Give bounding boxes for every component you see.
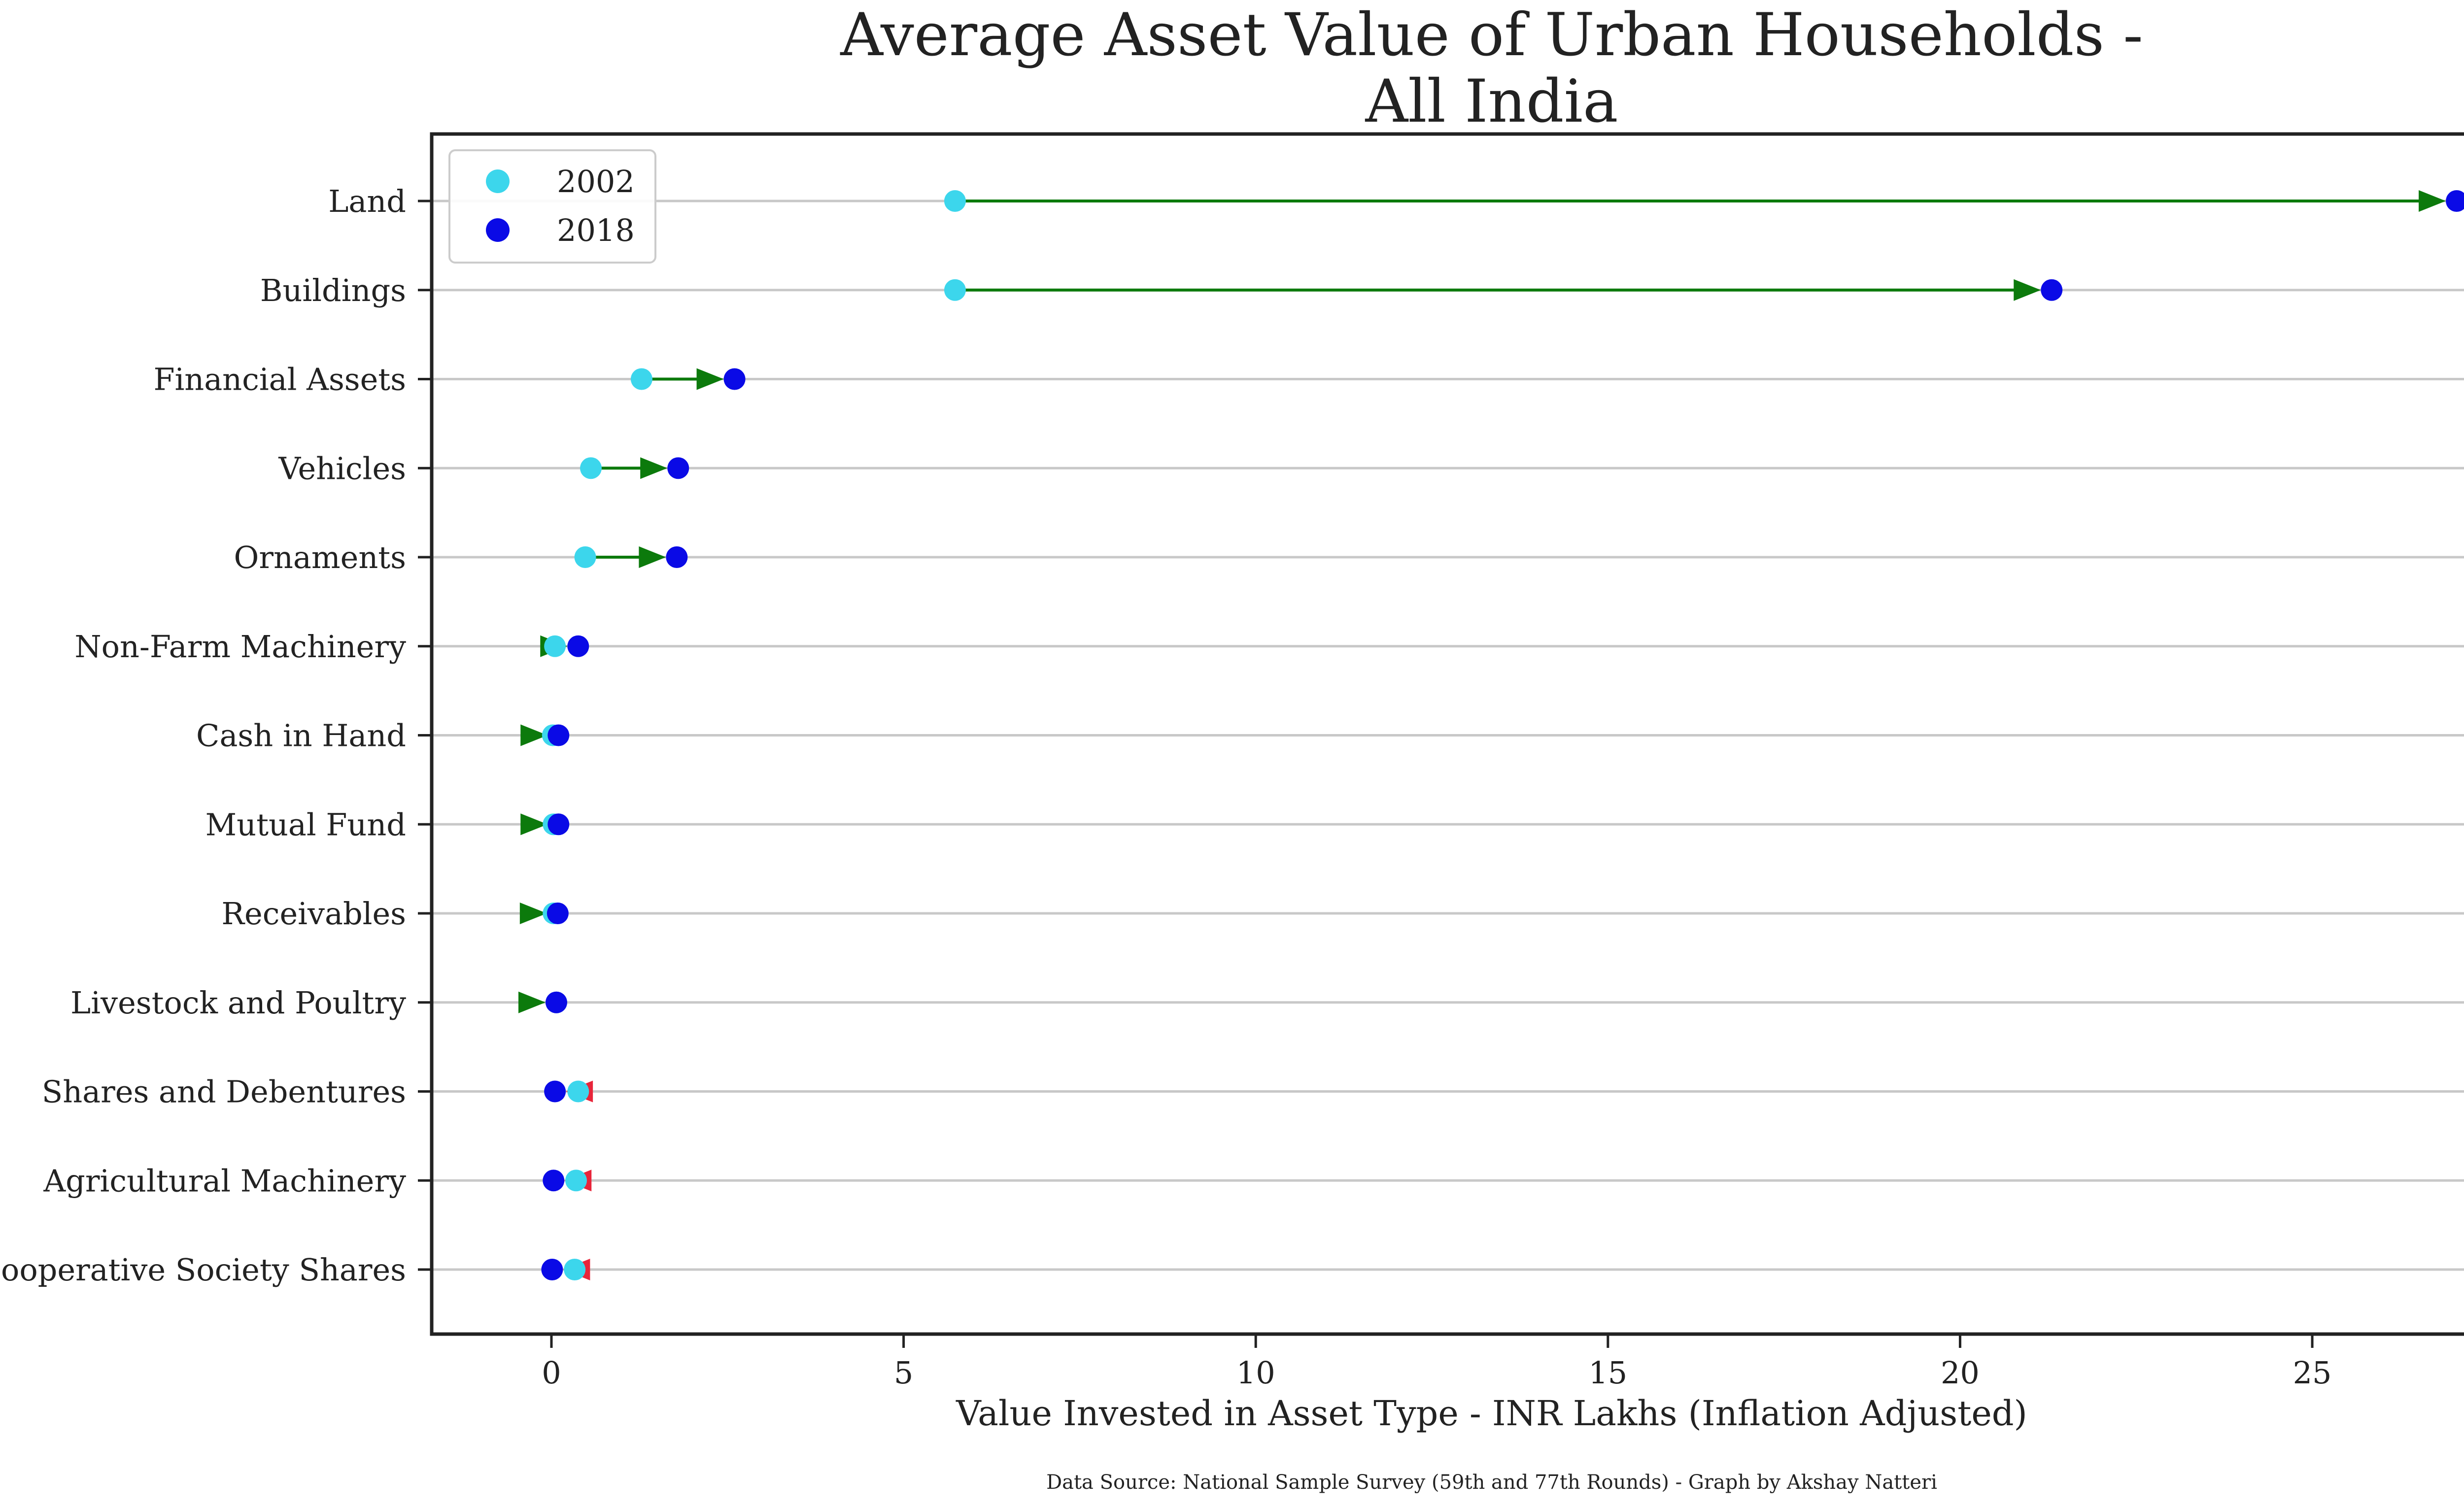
point-2018-land xyxy=(2446,190,2464,212)
x-tick-label-20: 20 xyxy=(1941,1355,1980,1391)
change-arrow-land xyxy=(2419,190,2446,212)
y-tick-label-land: Land xyxy=(328,183,406,219)
point-2018-non-farm-machinery xyxy=(567,635,589,657)
y-tick-label-cash-in-hand: Cash in Hand xyxy=(196,718,406,754)
change-arrow-ornaments xyxy=(639,546,666,568)
point-2018-agricultural-machinery xyxy=(543,1170,565,1192)
point-2018-livestock-and-poultry xyxy=(545,991,567,1013)
x-tick-label-10: 10 xyxy=(1236,1355,1275,1391)
change-arrow-livestock-and-poultry xyxy=(518,991,546,1013)
y-tick-label-financial-assets: Financial Assets xyxy=(153,362,406,398)
y-tick-label-vehicles: Vehicles xyxy=(278,450,406,486)
change-arrow-buildings xyxy=(2014,279,2041,301)
point-2018-shares-and-debentures xyxy=(544,1080,566,1103)
x-tick-label-25: 25 xyxy=(2293,1355,2332,1391)
point-2018-financial-assets xyxy=(723,368,746,390)
y-tick-label-buildings: Buildings xyxy=(260,272,406,308)
point-2002-land xyxy=(944,190,966,212)
point-2018-ornaments xyxy=(666,546,688,568)
change-arrow-cash-in-hand xyxy=(520,724,548,746)
chart-title-line-2: All India xyxy=(1365,67,1618,136)
change-arrow-vehicles xyxy=(640,457,668,479)
source-note: Data Source: National Sample Survey (59t… xyxy=(1046,1471,1937,1494)
point-2002-cooperative-society-shares xyxy=(564,1259,586,1280)
change-arrow-financial-assets xyxy=(696,368,724,390)
point-2002-vehicles xyxy=(580,457,602,479)
point-2018-cash-in-hand xyxy=(548,724,570,746)
x-axis-ticks: 0 5 10 15 20 25 xyxy=(542,1334,2332,1391)
legend-label-2018: 2018 xyxy=(557,212,635,248)
legend: 2002 2018 xyxy=(448,149,656,264)
y-tick-label-mutual-fund: Mutual Fund xyxy=(205,806,406,842)
x-tick-label-15: 15 xyxy=(1588,1355,1627,1391)
change-arrow-receivables xyxy=(519,903,547,924)
point-2018-buildings xyxy=(2041,279,2063,301)
point-2002-financial-assets xyxy=(630,368,652,390)
grid-lines xyxy=(432,200,2464,1271)
y-tick-label-ornaments: Ornaments xyxy=(234,539,406,575)
x-axis-label: Value Invested in Asset Type - INR Lakhs… xyxy=(956,1393,2027,1434)
point-2018-vehicles xyxy=(667,457,689,479)
point-2002-shares-and-debentures xyxy=(567,1080,589,1103)
chart-title-line-1: Average Asset Value of Urban Households … xyxy=(840,1,2143,69)
point-2002-agricultural-machinery xyxy=(565,1170,587,1192)
y-tick-label-receivables: Receivables xyxy=(221,896,406,932)
legend-marker-2018 xyxy=(486,218,510,242)
point-2018-cooperative-society-shares xyxy=(541,1259,563,1280)
y-axis-ticks: Land Buildings Financial Assets Vehicles Orn… xyxy=(0,183,432,1288)
point-2002-non-farm-machinery xyxy=(544,635,566,657)
legend-marker-2002 xyxy=(486,169,510,193)
x-tick-label-0: 0 xyxy=(542,1355,561,1391)
point-2002-ornaments xyxy=(574,546,596,568)
point-2018-mutual-fund xyxy=(548,813,570,836)
data-points xyxy=(541,190,2464,1280)
chart-title: Average Asset Value of Urban Households … xyxy=(840,1,2143,136)
y-tick-label-cooperative-society-shares: Cooperative Society Shares xyxy=(0,1252,406,1288)
x-tick-label-5: 5 xyxy=(894,1355,913,1391)
point-2018-receivables xyxy=(547,903,569,924)
legend-label-2002: 2002 xyxy=(557,164,635,200)
point-2002-buildings xyxy=(944,279,966,301)
y-tick-label-livestock-and-poultry: Livestock and Poultry xyxy=(70,985,406,1021)
y-tick-label-agricultural-machinery: Agricultural Machinery xyxy=(43,1163,406,1199)
change-arrow-mutual-fund xyxy=(520,813,548,836)
y-tick-label-shares-and-debentures: Shares and Debentures xyxy=(42,1074,406,1110)
y-tick-label-non-farm-machinery: Non-Farm Machinery xyxy=(74,629,406,665)
